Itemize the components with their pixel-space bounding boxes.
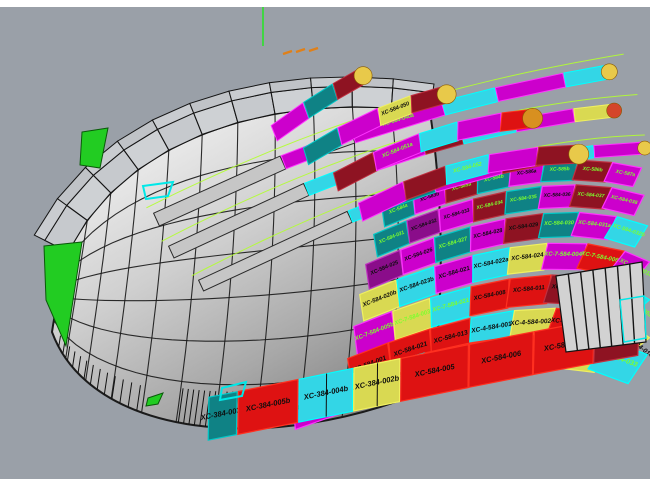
plate-label: XC-587a (614, 169, 636, 179)
ribbon-segment[interactable] (441, 87, 499, 116)
plate-label: XC-584-024 (510, 252, 544, 262)
strip-segment[interactable]: XC-584-050 (377, 95, 413, 127)
ribbon-rounded-tip (568, 143, 590, 165)
ribbon-rounded-tip (601, 63, 618, 81)
plate-label: XC-586a (515, 168, 537, 177)
plate-panel[interactable]: XC-584-024 (506, 242, 548, 275)
plate-label: XC-584-031a (577, 220, 611, 230)
plate-panel[interactable]: XC-584-029 (502, 212, 544, 245)
ribbon-rounded-tip (436, 84, 457, 105)
plate-panel[interactable]: XC-584-027 (433, 226, 472, 264)
plate-panel[interactable]: XC-584-011 (505, 274, 552, 309)
plate-panel[interactable]: XC-584-037 (568, 184, 612, 210)
selected-green-panel[interactable] (79, 127, 109, 169)
plate-label: XC-584-029 (507, 222, 539, 232)
plate-label: XC-584-037 (576, 191, 605, 199)
selected-green-panel[interactable] (43, 241, 83, 348)
plate-panel[interactable]: XC-584-020b (359, 279, 401, 322)
plate-panel[interactable]: XC-584-032b (603, 216, 649, 248)
unassigned-gray-plate[interactable] (555, 261, 647, 353)
plate-label: XC-584-036 (543, 192, 571, 199)
plate-panel[interactable]: XC-587a (603, 161, 643, 188)
plate-label: XC-584b (483, 173, 505, 183)
plate-label: XC-585a (450, 181, 472, 193)
plate-panel[interactable]: XC-384-002b (353, 357, 401, 412)
ribbon-rounded-tip (606, 102, 622, 119)
ribbon-segment[interactable] (494, 72, 567, 102)
plate-label: XC-7-584-004b (543, 252, 586, 258)
plate-panel[interactable]: XC-384-005b (237, 378, 299, 436)
plate-panel[interactable]: XC-384-003b (199, 390, 246, 441)
cyan-outline-plate (619, 295, 647, 343)
plate-panel[interactable]: XC-584-030 (537, 211, 580, 239)
plate-panel[interactable]: XC-584-035 (504, 185, 542, 215)
plate-panel[interactable]: XC-584-031a (570, 211, 618, 241)
highlight-accents (43, 46, 319, 407)
plate-panel[interactable]: XC-584-034 (472, 191, 507, 223)
plate-panel[interactable]: XC-584-031 (373, 220, 411, 258)
plate-panel[interactable]: XC-384-004b (298, 367, 354, 423)
plate-panel[interactable]: XC-584-038 (601, 187, 645, 217)
plate-panel[interactable]: XC-584-006 (468, 331, 534, 389)
strip-segment[interactable]: XC-584-051a (372, 133, 423, 172)
plate-label: XC-584-035 (509, 194, 538, 204)
cyan-sliver-edge (218, 380, 248, 402)
plate-label: XC-584-011 (512, 285, 546, 294)
tip-orange-dash (282, 49, 293, 56)
plate-panel[interactable]: XC-7-584-003 (392, 297, 433, 341)
plate-label: XC-586b (581, 166, 602, 173)
cyan-sliver-edge (141, 180, 175, 201)
plate-panel[interactable]: XC-584-032 (406, 208, 442, 245)
tip-orange-dash (295, 47, 306, 54)
tip-orange-dash (308, 46, 319, 53)
ribbon-rounded-tip (637, 140, 650, 156)
plate-panel[interactable]: XC-584-021 (434, 255, 475, 295)
ribbon-rounded-tip (522, 108, 543, 129)
ribbon-edge-highlight (161, 94, 638, 242)
plate-panel[interactable]: XC-584-026 (400, 237, 437, 276)
plate-panel[interactable]: XC-584-005 (399, 343, 470, 403)
plate-label: XC-585b (549, 166, 570, 173)
plate-panel[interactable]: XC-584-008 (469, 278, 510, 317)
ribbon-rounded-tip (353, 66, 373, 85)
plate-label: XC-4-584-002b (509, 318, 555, 328)
selected-green-panel[interactable] (145, 392, 164, 407)
plate-panel[interactable]: XC-584-023b (396, 266, 438, 308)
plate-label: XC-584-030 (543, 220, 574, 227)
plate-panel[interactable]: XC-7-584-004b (540, 242, 588, 271)
